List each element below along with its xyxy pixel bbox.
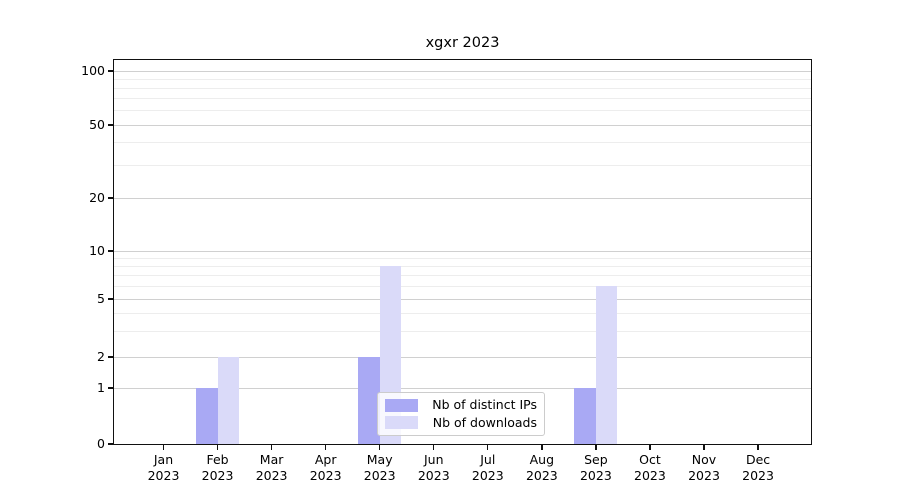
y-tick-label: 10 xyxy=(89,243,105,258)
y-tick-label: 100 xyxy=(81,63,105,78)
major-gridline xyxy=(114,197,811,199)
x-tick-mark xyxy=(162,444,165,450)
x-tick-label: Nov 2023 xyxy=(688,452,720,483)
minor-gridline xyxy=(114,98,811,100)
x-tick-label: Feb 2023 xyxy=(201,452,234,483)
major-gridline xyxy=(114,387,811,389)
bar-ips-feb xyxy=(195,388,218,444)
x-tick-mark xyxy=(595,444,597,450)
y-tick-mark xyxy=(108,387,113,389)
bar-downloads-feb xyxy=(217,357,240,444)
major-gridline xyxy=(114,298,811,300)
major-gridline xyxy=(114,356,811,358)
minor-gridline xyxy=(114,312,811,314)
legend: Nb of distinct IPs Nb of downloads xyxy=(377,392,545,436)
y-tick-mark xyxy=(108,356,113,358)
legend-row: Nb of downloads xyxy=(385,414,537,430)
minor-gridline xyxy=(114,78,811,80)
x-tick-label: Jul 2023 xyxy=(471,452,504,483)
minor-gridline xyxy=(114,275,811,277)
bar-ips-may xyxy=(358,357,380,444)
minor-gridline xyxy=(114,165,811,167)
y-tick-mark xyxy=(108,443,113,445)
bar-ips-sep xyxy=(574,388,596,444)
x-tick-mark xyxy=(703,444,705,450)
y-tick-label: 2 xyxy=(97,349,105,364)
x-tick-mark xyxy=(270,444,273,450)
x-tick-label: Jan 2023 xyxy=(147,452,180,483)
y-tick-mark xyxy=(108,197,113,199)
x-tick-label: Sep 2023 xyxy=(579,452,612,483)
y-tick-label: 1 xyxy=(97,380,105,395)
y-tick-mark xyxy=(108,70,113,72)
x-tick-mark xyxy=(379,444,381,450)
legend-swatch-icon xyxy=(385,416,418,430)
plot-area: 0 1 2 5 10 20 50 100 Jan 2023 Feb 2023 Mar 2023 Apr… xyxy=(81,59,812,483)
minor-gridline xyxy=(114,285,811,287)
x-tick-mark xyxy=(324,444,327,450)
x-tick-label: Jun 2023 xyxy=(417,452,450,483)
y-tick-label: 0 xyxy=(97,436,105,451)
major-gridline xyxy=(114,124,811,126)
legend-label: Nb of distinct IPs xyxy=(432,397,537,413)
minor-gridline xyxy=(114,142,811,144)
x-tick-mark xyxy=(433,444,435,450)
y-tick-label: 50 xyxy=(89,117,105,132)
minor-gridline xyxy=(114,265,811,267)
minor-gridline xyxy=(114,330,811,332)
legend-swatch-icon xyxy=(385,398,418,412)
x-tick-label: Dec 2023 xyxy=(742,452,774,483)
major-gridline xyxy=(114,250,811,252)
legend-label: Nb of downloads xyxy=(432,414,537,430)
minor-gridline xyxy=(114,257,811,259)
x-tick-label: Aug 2023 xyxy=(525,452,558,483)
x-tick-mark xyxy=(216,444,219,450)
x-tick-label: May 2023 xyxy=(363,452,396,483)
y-tick-mark xyxy=(108,298,113,300)
x-tick-mark xyxy=(487,444,489,450)
minor-gridline xyxy=(114,87,811,89)
y-tick-mark xyxy=(108,124,113,126)
x-tick-mark xyxy=(541,444,543,450)
bar-downloads-sep xyxy=(595,286,618,444)
x-tick-mark xyxy=(757,444,759,450)
y-tick-label: 5 xyxy=(97,291,105,306)
x-tick-label: Apr 2023 xyxy=(309,452,342,483)
major-gridline xyxy=(114,70,811,72)
y-tick-label: 20 xyxy=(89,190,105,205)
x-tick-label: Oct 2023 xyxy=(634,452,666,483)
x-tick-label: Mar 2023 xyxy=(255,452,288,483)
x-tick-mark xyxy=(649,444,651,450)
legend-row: Nb of distinct IPs xyxy=(385,398,537,412)
y-tick-mark xyxy=(108,250,113,252)
chart-title: xgxr 2023 xyxy=(425,35,500,51)
minor-gridline xyxy=(114,110,811,112)
